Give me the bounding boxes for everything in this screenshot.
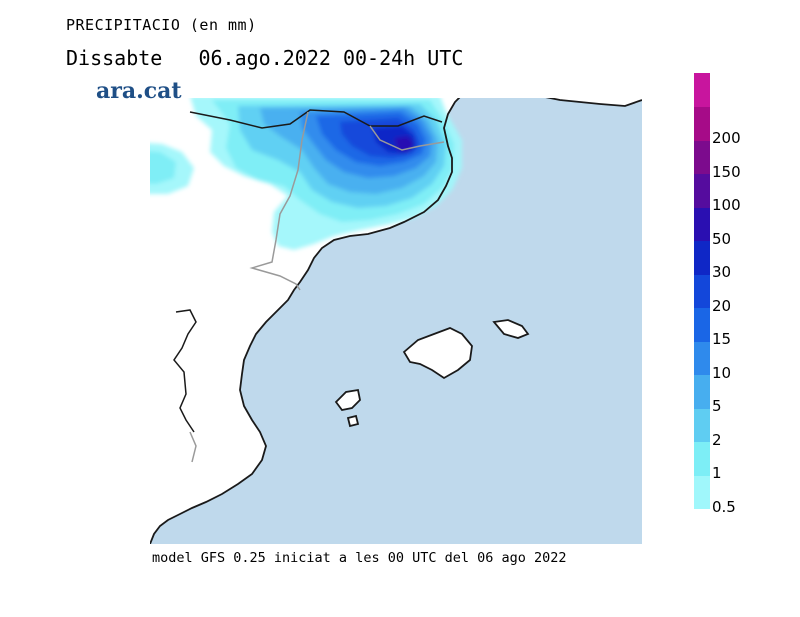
legend-swatch: [694, 240, 710, 275]
island-ibiza: [334, 388, 361, 411]
model-footer: model GFS 0.25 iniciat a les 00 UTC del …: [152, 550, 567, 566]
legend-label: 20: [712, 296, 732, 315]
legend-label: 10: [712, 363, 732, 382]
legend-label: 150: [712, 162, 741, 181]
map-subtitle: Dissabte 06.ago.2022 00-24h UTC: [66, 46, 463, 70]
legend-swatch: [694, 140, 710, 175]
precipitation-legend: 0.5 1 2 5 10 15 20 30 50 100 150 200: [694, 73, 790, 516]
legend-swatch: [694, 274, 710, 309]
legend-swatch: [694, 307, 710, 342]
regional-border-west: [189, 431, 197, 463]
time-range-label: 00-24h UTC: [342, 46, 464, 70]
day-label: Dissabte: [66, 46, 163, 70]
legend-swatch: [694, 475, 710, 510]
legend-label: 5: [712, 397, 722, 416]
legend-swatch: [694, 374, 710, 409]
legend-label: 0.5: [712, 498, 736, 516]
legend-label: 50: [712, 229, 732, 248]
legend-swatch: [694, 73, 710, 108]
legend-label: 30: [712, 263, 732, 282]
date-label: 06.ago.2022: [198, 46, 331, 70]
precip-zone-1mm-west: [150, 151, 176, 184]
regional-border-north: [369, 125, 445, 151]
island-mallorca: [402, 327, 473, 380]
regional-border: [249, 111, 309, 291]
legend-label: 200: [712, 129, 741, 148]
island-menorca: [492, 319, 530, 339]
legend-swatch: [694, 173, 710, 208]
island-formentera: [346, 414, 360, 428]
legend-swatch: [694, 408, 710, 443]
legend-swatch: [694, 207, 710, 242]
ara-cat-logo: ara.cat: [96, 78, 182, 104]
legend-label: 2: [712, 430, 722, 449]
legend-label: 15: [712, 330, 732, 349]
inland-outline: [173, 309, 197, 433]
map-title: PRECIPITACIO (en mm): [66, 16, 257, 34]
land-area: [150, 98, 642, 544]
coastline: [150, 98, 642, 544]
legend-label: 1: [712, 464, 722, 483]
national-border: [189, 109, 443, 129]
legend-label: 100: [712, 196, 741, 215]
legend-swatch: [694, 106, 710, 141]
precipitation-field: [150, 98, 462, 250]
legend-swatch: [694, 441, 710, 476]
legend-swatch: [694, 341, 710, 376]
